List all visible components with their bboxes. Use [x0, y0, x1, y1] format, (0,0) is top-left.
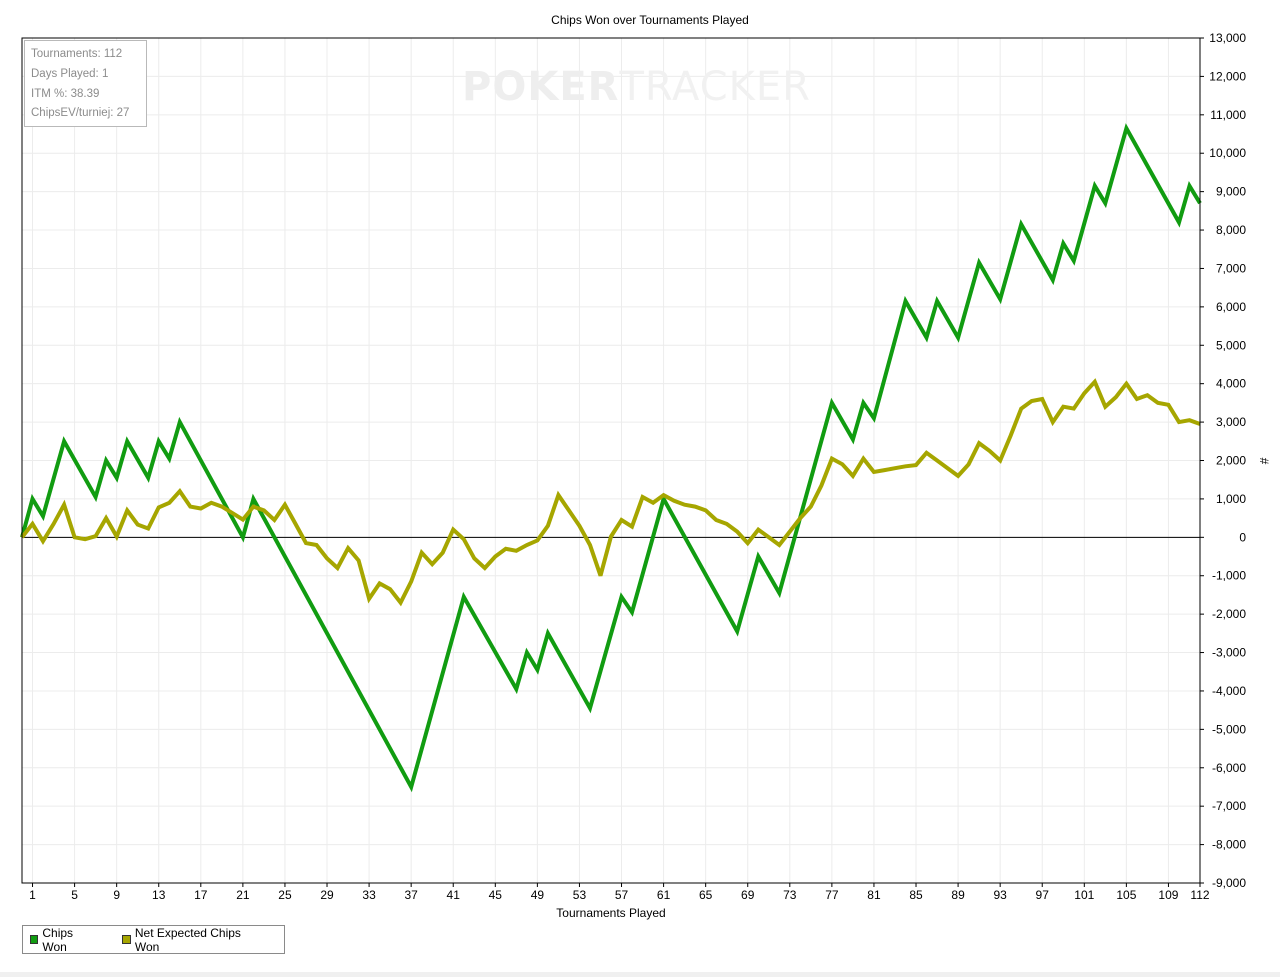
watermark-tracker: TRACKER: [619, 64, 811, 110]
x-tick-label: 105: [1116, 888, 1136, 902]
watermark-poker: POKER: [462, 64, 620, 110]
x-tick-label: 5: [71, 888, 78, 902]
y-tick-label: 0: [1239, 530, 1246, 544]
x-tick-label: 37: [404, 888, 418, 902]
x-tick-label: 93: [993, 888, 1007, 902]
y-tick-label: -2,000: [1212, 607, 1246, 621]
x-tick-label: 81: [867, 888, 881, 902]
x-tick-label: 29: [320, 888, 334, 902]
y-tick-label: -9,000: [1212, 876, 1246, 890]
y-tick-label: -7,000: [1212, 799, 1246, 813]
legend-swatch-chips-won: [30, 935, 39, 944]
chart-title: Chips Won over Tournaments Played: [551, 13, 749, 27]
y-tick-label: 11,000: [1210, 108, 1246, 122]
y-tick-label: -8,000: [1212, 838, 1246, 852]
y-tick-label: -6,000: [1212, 761, 1246, 775]
y-tick-label: 12,000: [1209, 69, 1246, 83]
x-tick-label: 25: [278, 888, 292, 902]
y-tick-label: 13,000: [1209, 31, 1246, 45]
x-tick-label: 109: [1158, 888, 1178, 902]
y-tick-label: 7,000: [1216, 261, 1246, 275]
x-tick-label: 49: [531, 888, 545, 902]
y-tick-label: 4,000: [1216, 377, 1246, 391]
y-tick-label: -3,000: [1212, 646, 1246, 660]
x-tick-label: 1: [29, 888, 36, 902]
y-tick-label: 1,000: [1216, 492, 1246, 506]
x-tick-label: 112: [1190, 888, 1209, 902]
y-tick-label: -1,000: [1212, 569, 1246, 583]
y-tick-label: 5,000: [1216, 338, 1246, 352]
y-tick-label: 10,000: [1209, 146, 1246, 160]
window-bottom-edge: [0, 972, 1280, 977]
x-tick-label: 17: [194, 888, 208, 902]
x-tick-label: 53: [573, 888, 587, 902]
x-tick-label: 9: [113, 888, 120, 902]
y-tick-label: 9,000: [1216, 185, 1246, 199]
y-tick-label: 6,000: [1216, 300, 1246, 314]
x-tick-label: 85: [909, 888, 923, 902]
legend-item-chips-won: Chips Won: [30, 926, 95, 954]
x-tick-label: 33: [362, 888, 376, 902]
y-tick-label: 3,000: [1216, 415, 1246, 429]
legend: Chips Won Net Expected Chips Won: [22, 925, 285, 954]
y-tick-label: -5,000: [1212, 722, 1246, 736]
y-tick-label: 2,000: [1216, 454, 1246, 468]
x-tick-label: 61: [657, 888, 671, 902]
legend-item-net-expected: Net Expected Chips Won: [122, 926, 257, 954]
x-tick-label: 89: [951, 888, 965, 902]
x-tick-label: 57: [615, 888, 629, 902]
y-tick-label: -4,000: [1212, 684, 1246, 698]
x-axis: 1 5 9 13 17 21 25 29 33 37 41 45 49 53 57 61 65 69 73 77 81 8…: [29, 883, 1210, 902]
stat-itm: ITM %: 38.39: [31, 87, 100, 100]
series-line-chips-won: [20, 123, 1202, 793]
x-tick-label: 21: [236, 888, 250, 902]
x-tick-label: 73: [783, 888, 797, 902]
y-axis-title: #: [1257, 458, 1271, 465]
x-axis-title: Tournaments Played: [556, 906, 665, 920]
y-tick-label: 8,000: [1216, 223, 1246, 237]
pokertracker-watermark: POKERTRACKER: [462, 64, 811, 110]
legend-label-net-expected: Net Expected Chips Won: [134, 925, 241, 954]
x-tick-label: 101: [1074, 888, 1094, 902]
x-tick-label: 77: [825, 888, 839, 902]
stat-chips-ev: ChipsEV/turniej: 27: [31, 107, 130, 120]
x-tick-label: 69: [741, 888, 755, 902]
x-tick-label: 13: [152, 888, 166, 902]
legend-label-chips-won: Chips Won: [42, 925, 74, 954]
series-layer: [20, 123, 1202, 793]
y-axis: 13,000 12,000 11,000 10,000 9,000 8,000 7,000 6…: [1200, 31, 1246, 890]
stat-tournaments: Tournaments: 112: [31, 48, 123, 60]
x-tick-label: 65: [699, 888, 713, 902]
x-tick-label: 45: [489, 888, 503, 902]
stat-days-played: Days Played: 1: [31, 67, 109, 80]
x-tick-label: 97: [1036, 888, 1050, 902]
stats-box: Tournaments: 112 Days Played: 1 ITM %: 3…: [24, 40, 147, 127]
legend-swatch-net-expected: [122, 935, 131, 944]
x-tick-label: 41: [447, 888, 461, 902]
series-line-net-expected-chips-won: [20, 378, 1201, 607]
